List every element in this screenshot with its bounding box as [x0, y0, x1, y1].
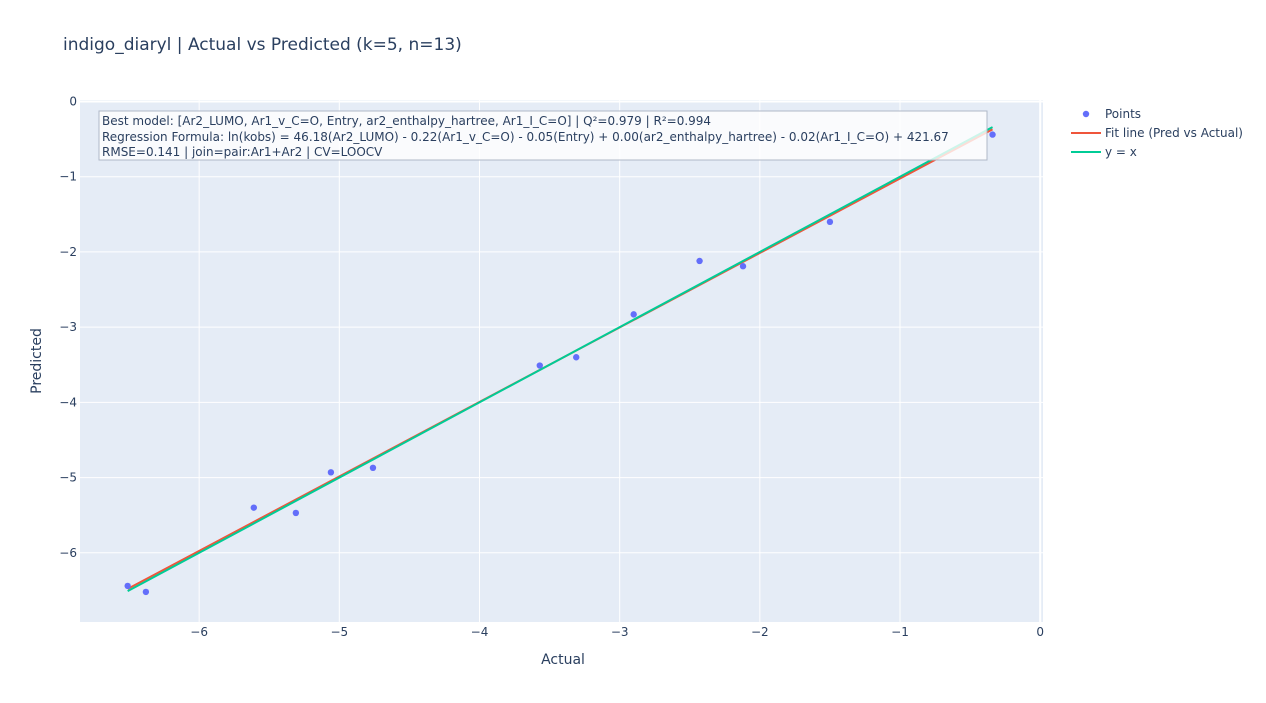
- data-point: [573, 354, 580, 361]
- x-tick-label: −6: [190, 625, 208, 639]
- annotation-line-1: Best model: [Ar2_LUMO, Ar1_v_C=O, Entry,…: [102, 114, 711, 128]
- y-tick-label: −1: [59, 170, 77, 184]
- x-tick-label: −2: [751, 625, 769, 639]
- chart-lines: [127, 126, 994, 593]
- x-axis-title: Actual: [541, 652, 585, 668]
- chart-points: [124, 131, 996, 596]
- legend-label: y = x: [1105, 145, 1137, 159]
- model-annotation: Best model: [Ar2_LUMO, Ar1_v_C=O, Entry,…: [98, 110, 988, 161]
- y-tick-label: −6: [59, 546, 77, 560]
- y-tick-labels: 0 −1 −2 −3 −4 −5 −6: [59, 95, 77, 560]
- data-point: [536, 362, 543, 369]
- annotation-line-2: Regression Formula: ln(kobs) = 46.18(Ar2…: [102, 130, 949, 144]
- annotation-line-3: RMSE=0.141 | join=pair:Ar1+Ar2 | CV=LOOC…: [102, 145, 383, 159]
- y-tick-label: −3: [59, 320, 77, 334]
- data-point: [124, 582, 131, 590]
- data-point: [369, 464, 377, 472]
- data-point: [292, 509, 300, 517]
- data-point: [989, 131, 996, 138]
- x-tick-label: −3: [611, 625, 629, 639]
- x-tick-labels: −6 −5 −4 −3 −2 −1 0: [190, 625, 1044, 639]
- legend-marker: [1082, 110, 1090, 118]
- x-tick-label: 0: [1036, 625, 1044, 639]
- data-point: [630, 311, 637, 318]
- y-tick-label: −4: [59, 395, 77, 409]
- y-axis-title: Predicted: [29, 328, 45, 394]
- data-point: [327, 469, 335, 476]
- x-tick-label: −5: [330, 625, 348, 639]
- data-point: [250, 504, 258, 511]
- y-tick-label: −2: [59, 245, 77, 259]
- legend-label: Points: [1105, 107, 1141, 121]
- x-tick-label: −1: [891, 625, 909, 639]
- x-tick-label: −4: [471, 625, 489, 639]
- series-line: [127, 126, 994, 593]
- data-point: [696, 257, 703, 265]
- data-point: [826, 218, 834, 226]
- chart-title: indigo_diaryl | Actual vs Predicted (k=5…: [63, 35, 462, 55]
- data-point: [739, 263, 747, 270]
- y-tick-label: −5: [59, 471, 77, 485]
- legend: Points Fit line (Pred vs Actual) y = x: [1071, 107, 1243, 159]
- y-tick-label: 0: [69, 95, 77, 109]
- data-point: [142, 588, 150, 596]
- annotation-box: [98, 110, 988, 161]
- grid-lines: [80, 100, 1043, 622]
- legend-label: Fit line (Pred vs Actual): [1105, 126, 1243, 140]
